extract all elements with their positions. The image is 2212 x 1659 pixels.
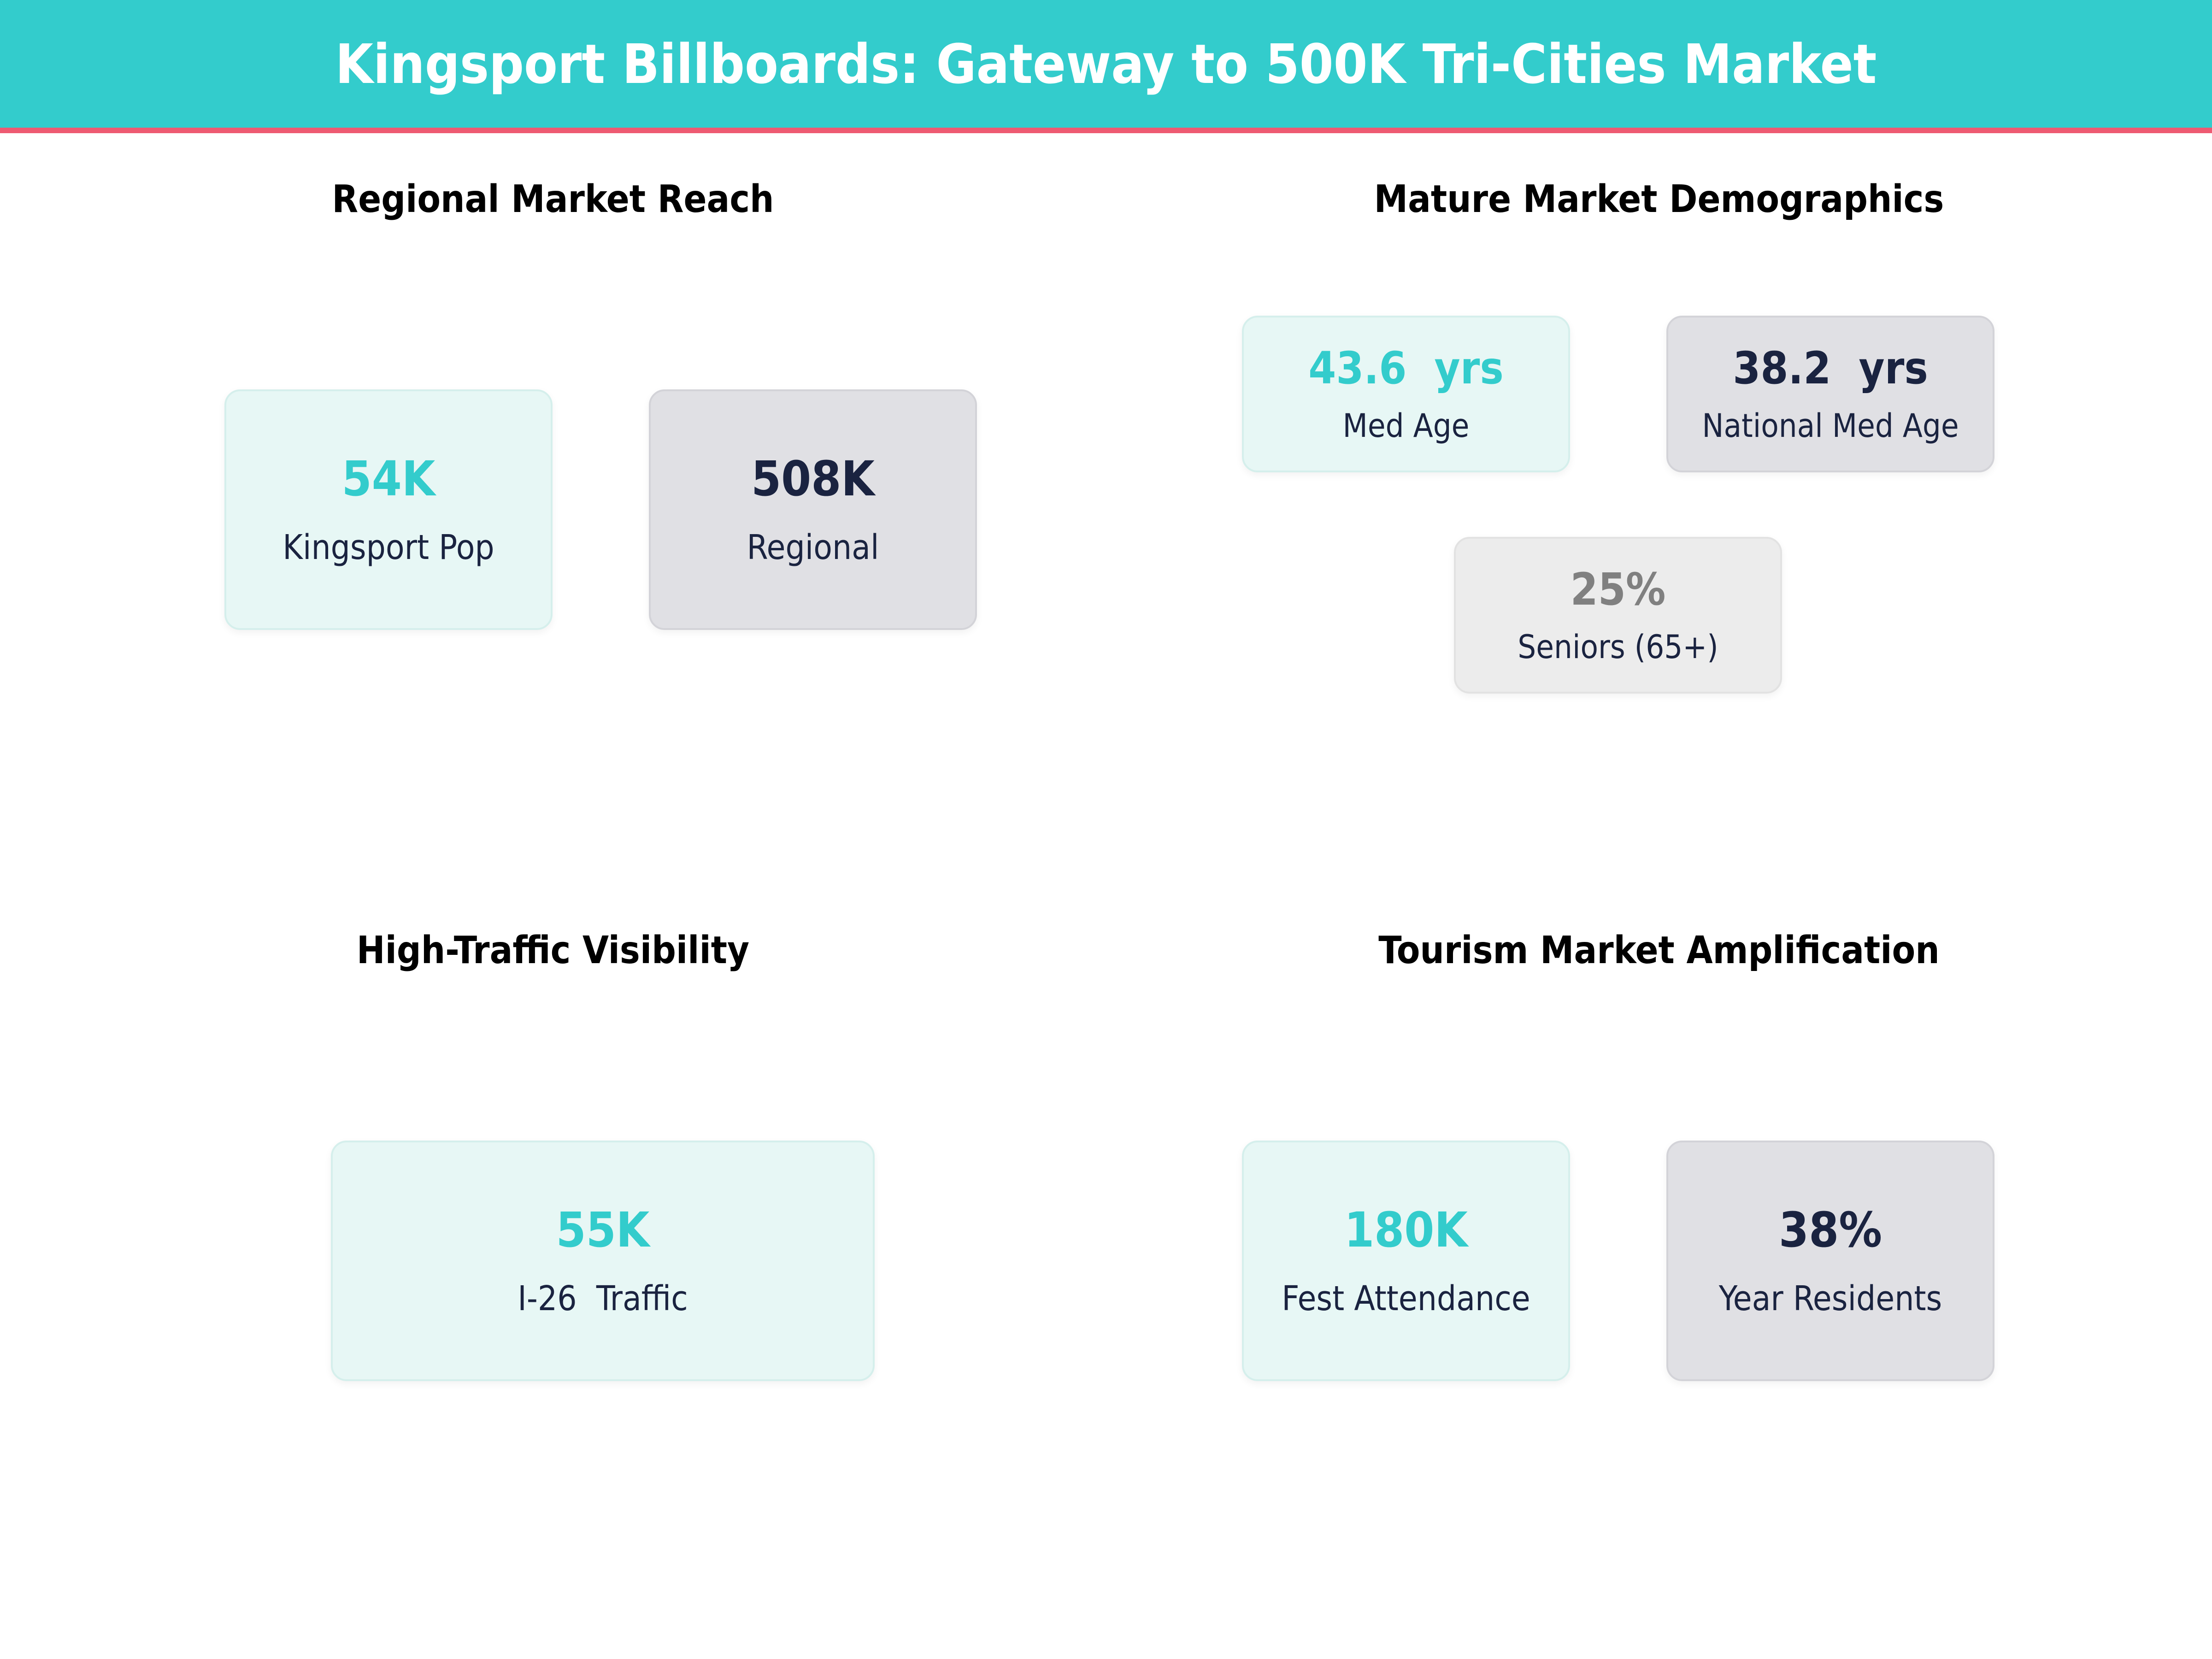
kpi-label-i26-traffic: I-26 Traffic [518,1279,688,1318]
kpi-card-med-age[interactable]: 43.6 yrs Med Age [1242,316,1570,472]
kpi-label-seniors-65-plus: Seniors (65+) [1518,628,1718,666]
section-tourism-market-amplification: Tourism Market Amplification 180K Fest A… [1106,889,2212,1627]
kpi-card-kingsport-pop[interactable]: 54K Kingsport Pop [224,389,553,630]
section-mature-market-demographics: Mature Market Demographics 43.6 yrs Med … [1106,138,2212,876]
section-title-mature-market-demographics: Mature Market Demographics [1374,177,1944,221]
kpi-value-kingsport-pop: 54K [341,451,435,507]
kpi-value-year-residents: 38% [1779,1202,1882,1258]
kpi-label-fest-attendance: Fest Attendance [1282,1279,1530,1318]
kpi-card-year-residents[interactable]: 38% Year Residents [1666,1141,1994,1381]
kpi-value-seniors-65-plus: 25% [1570,564,1666,615]
kpi-card-fest-attendance[interactable]: 180K Fest Attendance [1242,1141,1570,1381]
kpi-value-national-med-age: 38.2 yrs [1733,342,1928,394]
section-title-regional-market-reach: Regional Market Reach [332,177,774,221]
kpi-label-med-age: Med Age [1342,407,1470,445]
page-title: Kingsport Billboards: Gateway to 500K Tr… [335,32,1877,96]
kpi-label-year-residents: Year Residents [1718,1279,1942,1318]
kpi-card-seniors-65-plus[interactable]: 25% Seniors (65+) [1454,537,1782,694]
section-high-traffic-visibility: High-Traffic Visibility 55K I-26 Traffic [0,889,1106,1627]
kpi-label-kingsport-pop: Kingsport Pop [282,528,494,567]
kpi-card-regional[interactable]: 508K Regional [649,389,977,630]
kpi-label-regional: Regional [747,528,879,567]
kpi-value-med-age: 43.6 yrs [1308,342,1504,394]
kpi-card-national-med-age[interactable]: 38.2 yrs National Med Age [1666,316,1994,472]
section-regional-market-reach: Regional Market Reach 54K Kingsport Pop … [0,138,1106,876]
section-title-tourism-market-amplification: Tourism Market Amplification [1378,929,1940,972]
kpi-value-regional: 508K [751,451,875,507]
kpi-value-i26-traffic: 55K [556,1202,650,1258]
header-accent-bar [0,128,2212,133]
kpi-label-national-med-age: National Med Age [1702,407,1959,445]
header-banner: Kingsport Billboards: Gateway to 500K Tr… [0,0,2212,128]
kpi-card-i26-traffic[interactable]: 55K I-26 Traffic [331,1141,875,1381]
kpi-value-fest-attendance: 180K [1344,1202,1468,1258]
section-title-high-traffic-visibility: High-Traffic Visibility [356,929,750,972]
